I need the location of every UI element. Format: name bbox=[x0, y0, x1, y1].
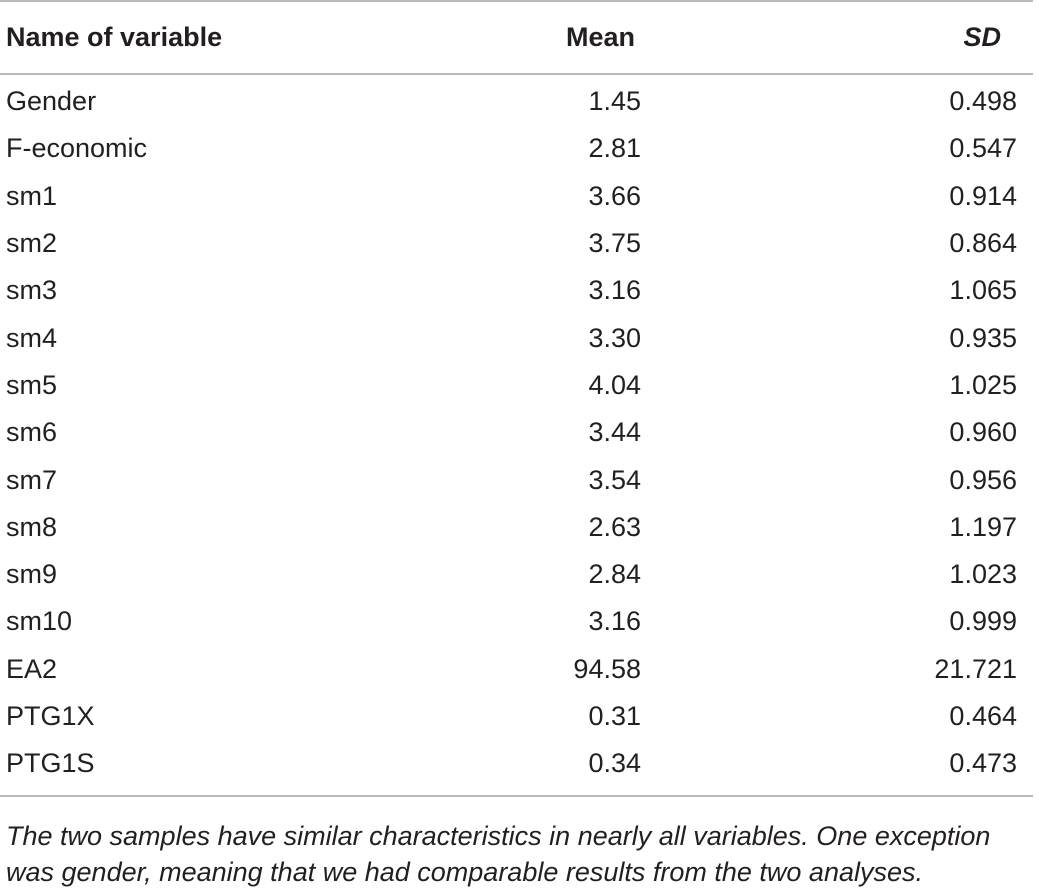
cell-mean: 3.75 bbox=[588, 228, 641, 259]
cell-mean: 4.04 bbox=[588, 369, 641, 400]
table-row: sm8 2.63 1.197 bbox=[0, 504, 1033, 551]
cell-variable-name: sm10 bbox=[6, 606, 73, 637]
cell-variable-name: sm1 bbox=[6, 180, 58, 211]
cell-variable-name: Gender bbox=[6, 86, 97, 117]
table-row: sm9 2.84 1.023 bbox=[0, 551, 1033, 598]
table-row: Gender 1.45 0.498 bbox=[0, 74, 1033, 125]
cell-mean: 3.30 bbox=[588, 322, 641, 353]
cell-variable-name: sm4 bbox=[6, 322, 58, 353]
cell-sd: 1.025 bbox=[949, 369, 1017, 400]
cell-variable-name: PTG1S bbox=[6, 748, 95, 779]
cell-sd: 21.721 bbox=[934, 653, 1017, 684]
table-header: Name of variable Mean SD bbox=[0, 1, 1033, 74]
cell-mean: 3.16 bbox=[588, 606, 641, 637]
cell-sd: 0.935 bbox=[949, 322, 1017, 353]
cell-variable-name: sm7 bbox=[6, 464, 58, 495]
table-row: sm2 3.75 0.864 bbox=[0, 220, 1033, 267]
table-row: sm4 3.30 0.935 bbox=[0, 314, 1033, 361]
cell-mean: 3.16 bbox=[588, 275, 641, 306]
cell-sd: 0.547 bbox=[949, 133, 1017, 164]
table-footnote: The two samples have similar characteris… bbox=[6, 821, 991, 887]
header-row: Name of variable Mean SD bbox=[0, 1, 1033, 74]
table-row: EA2 94.58 21.721 bbox=[0, 646, 1033, 693]
cell-mean: 1.45 bbox=[588, 86, 641, 117]
cell-variable-name: sm5 bbox=[6, 369, 58, 400]
table-row: sm1 3.66 0.914 bbox=[0, 173, 1033, 220]
cell-sd: 0.960 bbox=[949, 417, 1017, 448]
cell-variable-name: sm3 bbox=[6, 275, 58, 306]
cell-mean: 3.66 bbox=[588, 180, 641, 211]
cell-sd: 0.498 bbox=[949, 86, 1017, 117]
descriptive-statistics-table: Name of variable Mean SD Gender 1.45 0.498… bbox=[0, 1, 1033, 797]
cell-variable-name: sm6 bbox=[6, 417, 58, 448]
cell-mean: 0.31 bbox=[588, 701, 641, 731]
header-mean: Mean bbox=[565, 22, 635, 52]
cell-mean: 3.54 bbox=[588, 464, 641, 495]
cell-sd: 0.914 bbox=[949, 180, 1017, 211]
table-row: sm3 3.16 1.065 bbox=[0, 267, 1033, 314]
cell-sd: 0.864 bbox=[949, 228, 1017, 259]
table-row: sm5 4.04 1.025 bbox=[0, 362, 1033, 409]
cell-mean: 2.84 bbox=[588, 559, 641, 590]
cell-sd: 1.023 bbox=[949, 559, 1017, 590]
table-row: PTG1X 0.31 0.464 bbox=[0, 693, 1033, 740]
cell-sd: 0.473 bbox=[949, 748, 1017, 779]
header-sd: SD bbox=[963, 22, 1001, 52]
cell-sd: 1.065 bbox=[949, 275, 1017, 306]
cell-mean: 3.44 bbox=[588, 417, 641, 448]
cell-mean: 94.58 bbox=[573, 653, 641, 684]
cell-variable-name: EA2 bbox=[6, 653, 58, 684]
cell-variable-name: sm8 bbox=[6, 511, 58, 542]
table-row: sm6 3.44 0.960 bbox=[0, 409, 1033, 456]
table-row: sm7 3.54 0.956 bbox=[0, 456, 1033, 503]
cell-mean: 0.34 bbox=[588, 748, 641, 779]
table-row: F-economic 2.81 0.547 bbox=[0, 125, 1033, 172]
cell-variable-name: sm2 bbox=[6, 228, 58, 259]
cell-sd: 0.999 bbox=[949, 606, 1017, 637]
table-row: sm10 3.16 0.999 bbox=[0, 598, 1033, 645]
cell-variable-name: sm9 bbox=[6, 559, 58, 590]
cell-sd: 1.197 bbox=[949, 511, 1017, 542]
cell-mean: 2.81 bbox=[588, 133, 641, 164]
cell-variable-name: F-economic bbox=[6, 133, 148, 164]
cell-sd: 0.464 bbox=[949, 701, 1017, 731]
cell-sd: 0.956 bbox=[949, 464, 1017, 495]
cell-mean: 2.63 bbox=[588, 511, 641, 542]
header-name-of-variable: Name of variable bbox=[6, 22, 223, 52]
table-row: PTG1S 0.34 0.473 bbox=[0, 740, 1033, 797]
cell-variable-name: PTG1X bbox=[6, 701, 95, 731]
table-body: Gender 1.45 0.498 F-economic 2.81 0.547 sm1 3.6… bbox=[0, 74, 1033, 797]
